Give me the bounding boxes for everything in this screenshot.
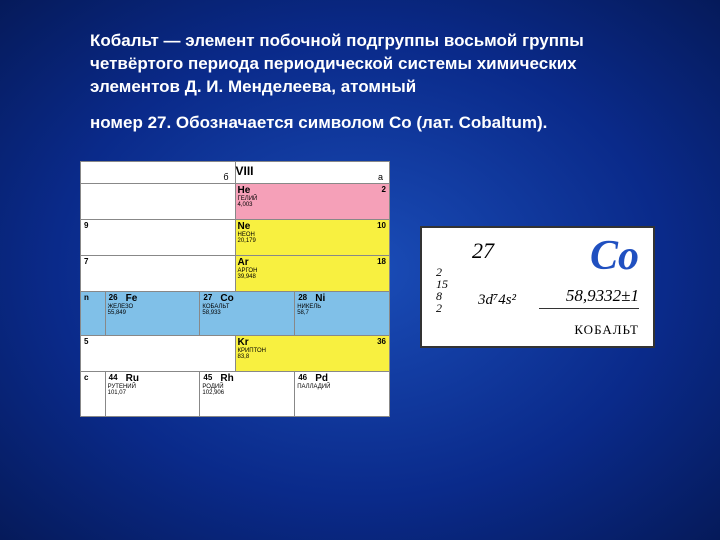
pt-left-edge: 5 xyxy=(81,336,236,371)
cell-rh: 45 Rh РОДИЙ 102,906 xyxy=(200,372,295,416)
cell-ni: 28 Ni НИКЕЛЬ 58,7 xyxy=(295,292,389,335)
cell-co: 27 Co КОБАЛЬТ 58,933 xyxy=(200,292,295,335)
pt-left-edge: 9 xyxy=(81,220,236,255)
pt-row-1: He 2 ГЕЛИЙ 4,003 xyxy=(81,184,389,220)
cell-pd: 46 Pd ПАЛЛАДИЙ xyxy=(295,372,389,416)
pt-header-left: б xyxy=(81,162,236,183)
pt-left-edge: n xyxy=(81,292,106,335)
cobalt-detail-card: 27 Co 2 15 8 2 3d⁷4s² 58,9332±1 КОБАЛЬТ xyxy=(420,226,655,348)
pt-row-2: 9 Ne 10 НЕОН 20,179 xyxy=(81,220,389,256)
title-text: Кобальт — элемент побочной подгруппы вос… xyxy=(90,30,660,99)
subtitle-text: номер 27. Обозначается символом Co (лат.… xyxy=(90,113,660,133)
pt-row-3: 7 Ar 18 АРГОН 39,948 xyxy=(81,256,389,292)
element-name-ru: КОБАЛЬТ xyxy=(574,322,639,338)
subgroup-b-label: б xyxy=(223,172,228,182)
pt-row-4: n 26 Fe ЖЕЛЕЗО 55,849 27 Co КОБАЛЬТ 58,9… xyxy=(81,292,389,336)
element-symbol: Co xyxy=(590,232,639,280)
pt-row-5: 5 Kr 36 КРИПТОН 83,8 xyxy=(81,336,389,372)
electron-config: 3d⁷4s² xyxy=(478,292,516,309)
pt-left-edge: 7 xyxy=(81,256,236,291)
periodic-table-fragment: б VIII а He 2 ГЕЛИЙ 4,003 9 xyxy=(80,161,390,417)
cell-he: He 2 ГЕЛИЙ 4,003 xyxy=(236,184,390,219)
divider xyxy=(539,308,639,309)
sym: He xyxy=(238,185,251,196)
pt-header: б VIII а xyxy=(81,162,389,184)
atomic-mass: 58,9332±1 xyxy=(566,286,639,306)
content-row: б VIII а He 2 ГЕЛИЙ 4,003 9 xyxy=(80,161,660,417)
subgroup-a-label: а xyxy=(378,172,383,182)
group-roman: VIII xyxy=(236,164,254,178)
cell-ne: Ne 10 НЕОН 20,179 xyxy=(236,220,390,255)
cell-ru: 44 Ru РУТЕНИЙ 101,07 xyxy=(106,372,201,416)
pt-left-edge: c xyxy=(81,372,106,416)
atomic-number: 27 xyxy=(472,238,494,264)
cell-fe: 26 Fe ЖЕЛЕЗО 55,849 xyxy=(106,292,201,335)
pt-empty xyxy=(81,184,236,219)
cell-ar: Ar 18 АРГОН 39,948 xyxy=(236,256,390,291)
electron-shells: 2 15 8 2 xyxy=(436,266,448,314)
cell-kr: Kr 36 КРИПТОН 83,8 xyxy=(236,336,390,371)
num: 2 xyxy=(382,185,386,194)
mass: 4,003 xyxy=(238,202,388,208)
pt-row-6: c 44 Ru РУТЕНИЙ 101,07 45 Rh РОДИЙ 102,9… xyxy=(81,372,389,416)
slide: Кобальт — элемент побочной подгруппы вос… xyxy=(0,0,720,437)
pt-header-right: VIII а xyxy=(236,162,390,183)
